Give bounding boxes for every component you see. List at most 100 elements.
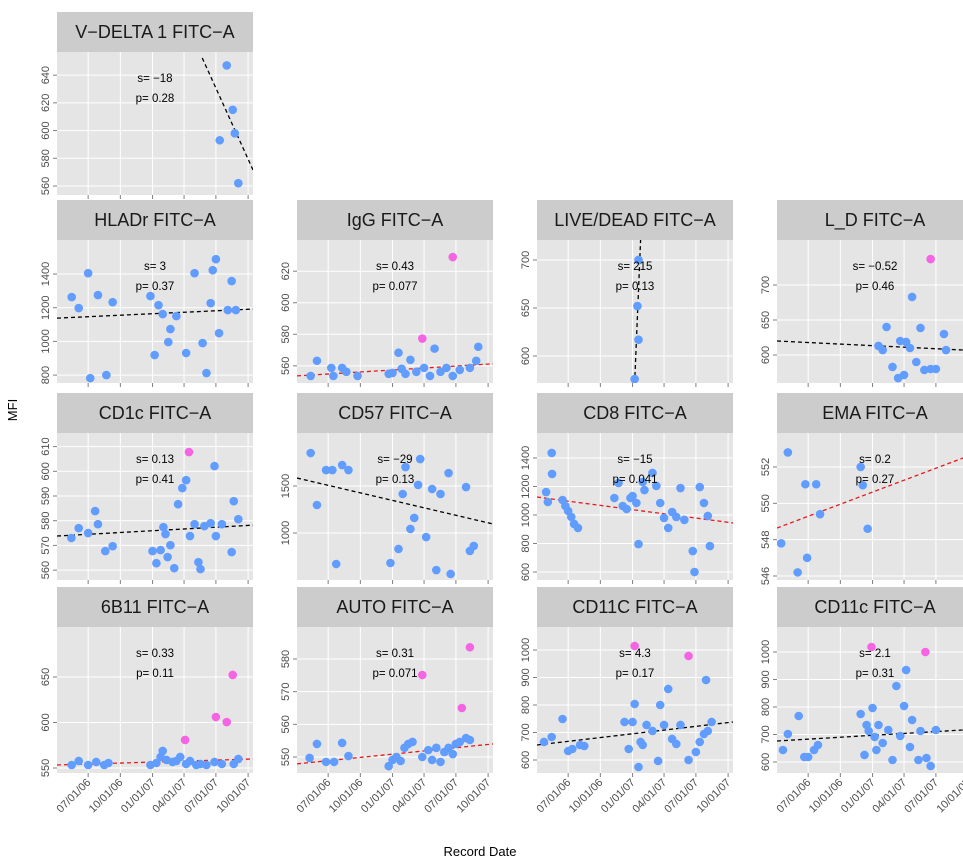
point	[305, 753, 314, 763]
point	[634, 335, 643, 344]
panel-background	[297, 627, 493, 773]
y-tick-label: 600	[760, 753, 772, 771]
y-axis-title: MFI	[5, 399, 20, 421]
point	[684, 755, 693, 765]
point	[793, 568, 802, 577]
point	[907, 292, 917, 302]
annotation: s= 4.3	[619, 648, 651, 660]
strip-title: V−DELTA 1 FITC−A	[75, 22, 234, 42]
point	[418, 670, 427, 680]
point	[104, 758, 113, 768]
point	[914, 755, 923, 765]
point	[802, 553, 812, 563]
point	[329, 757, 339, 767]
point	[703, 511, 713, 521]
point	[93, 290, 103, 300]
point	[642, 720, 651, 730]
x-tick-label: 07/01/07	[422, 777, 461, 816]
point	[227, 276, 236, 286]
point	[801, 479, 810, 489]
point	[329, 371, 338, 381]
panel-background	[57, 627, 253, 773]
strip-title: LIVE/DEAD FITC−A	[554, 210, 716, 230]
point	[67, 533, 76, 543]
x-tick-label: 04/01/07	[390, 777, 429, 816]
x-tick-label: 10/01/06	[87, 777, 126, 816]
x-tick-label: 07/01/06	[535, 777, 574, 816]
y-tick-label: 1400	[520, 446, 532, 470]
point	[783, 448, 793, 457]
point	[703, 726, 713, 736]
point	[337, 460, 347, 470]
y-tick-label: 1000	[760, 640, 772, 664]
y-tick-label: 1500	[280, 474, 292, 498]
point	[67, 292, 76, 302]
point	[194, 557, 203, 567]
point	[353, 371, 362, 381]
strip	[297, 393, 493, 433]
x-tick-label: 10/01/07	[214, 777, 253, 816]
point	[415, 454, 425, 464]
point	[436, 489, 445, 499]
y-tick-label: 546	[760, 567, 772, 585]
point	[638, 740, 647, 750]
point	[181, 475, 191, 485]
point	[860, 750, 869, 760]
panel-background	[297, 433, 493, 580]
y-tick-label: 550	[40, 759, 52, 777]
point	[228, 105, 237, 115]
point	[856, 709, 865, 719]
point	[699, 498, 709, 508]
y-tick-label: 600	[520, 751, 532, 769]
point	[196, 564, 205, 574]
point	[161, 529, 170, 539]
point	[695, 737, 705, 747]
point	[648, 468, 657, 478]
point	[457, 703, 467, 713]
point	[67, 760, 76, 770]
annotation: p= 0.071	[372, 668, 417, 680]
point	[777, 538, 786, 548]
point	[858, 480, 868, 490]
point	[173, 499, 183, 509]
point	[690, 567, 699, 577]
point	[912, 357, 921, 367]
point	[184, 447, 194, 457]
x-tick-label: 10/01/06	[807, 777, 846, 816]
y-tick-label: 560	[40, 561, 52, 579]
strip-title: CD1c FITC−A	[99, 403, 212, 423]
annotation: s= −15	[617, 454, 652, 466]
y-tick-label: 800	[520, 696, 532, 714]
point	[175, 752, 185, 762]
point	[222, 717, 232, 727]
annotation: s= 0.2	[859, 454, 891, 466]
point	[892, 681, 901, 691]
plot-area	[57, 627, 253, 773]
point	[83, 760, 93, 770]
point	[150, 350, 159, 360]
point	[813, 740, 823, 750]
y-tick-label: 700	[520, 723, 532, 741]
y-tick-label: 650	[520, 299, 532, 317]
point	[427, 484, 437, 494]
point	[547, 732, 556, 742]
point	[633, 301, 642, 311]
point	[180, 735, 190, 745]
point	[408, 737, 417, 747]
point	[648, 726, 657, 736]
x-tick-label: 10/01/07	[694, 777, 733, 816]
x-tick-label: 10/01/07	[454, 777, 493, 816]
point	[91, 757, 101, 767]
y-tick-label: 580	[40, 149, 52, 167]
strip-title: EMA FITC−A	[822, 403, 928, 423]
plot-area	[297, 240, 493, 383]
point	[907, 715, 917, 725]
point	[474, 342, 483, 352]
point	[888, 362, 897, 372]
point	[567, 512, 576, 522]
point	[146, 291, 155, 301]
point	[409, 513, 419, 523]
point	[461, 482, 471, 492]
point	[783, 729, 793, 739]
plot-area	[777, 433, 963, 580]
